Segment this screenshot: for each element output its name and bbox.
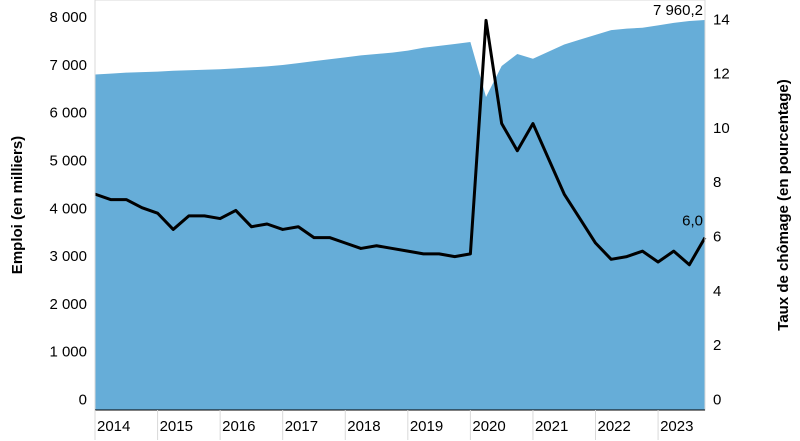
y2-tick-label: 12: [713, 66, 730, 83]
x-tick-label: 2014: [97, 418, 130, 435]
y-tick-label: 4 000: [49, 200, 87, 217]
y-tick-label: 1 000: [49, 344, 87, 361]
y-tick-label: 0: [79, 391, 87, 408]
x-tick-label: 2020: [472, 418, 505, 435]
y-tick-label: 3 000: [49, 248, 87, 265]
x-tick-label: 2016: [222, 418, 255, 435]
y2-tick-label: 10: [713, 120, 730, 137]
y2-tick-label: 6: [713, 229, 721, 246]
y-tick-label: 2 000: [49, 296, 87, 313]
x-tick-label: 2015: [160, 418, 193, 435]
x-tick-label: 2019: [410, 418, 443, 435]
line: [94, 18, 707, 267]
data-label: 6,0: [682, 213, 703, 230]
y2-tick-label: 8: [713, 174, 721, 191]
x-tick-label: 2017: [285, 418, 318, 435]
y-tick-label: 6 000: [49, 105, 87, 122]
y2-tick-label: 4: [713, 283, 721, 300]
x-tick-label: 2022: [598, 418, 631, 435]
y2-tick-label: 14: [713, 11, 730, 28]
area: [95, 20, 705, 411]
y2-axis-title: Taux de chômage (en pourcentage): [775, 79, 792, 330]
y-tick-label: 5 000: [49, 152, 87, 169]
y-axis-title: Emploi (en milliers): [9, 136, 26, 274]
x-tick-label: 2021: [535, 418, 568, 435]
y2-tick-label: 0: [713, 391, 721, 408]
y-tick-label: 7 000: [49, 57, 87, 74]
x-tick-label: 2023: [660, 418, 693, 435]
data-label: 7 960,2: [653, 2, 703, 19]
y2-tick-label: 2: [713, 337, 721, 354]
x-tick-label: 2018: [347, 418, 380, 435]
y-tick-label: 8 000: [49, 9, 87, 26]
